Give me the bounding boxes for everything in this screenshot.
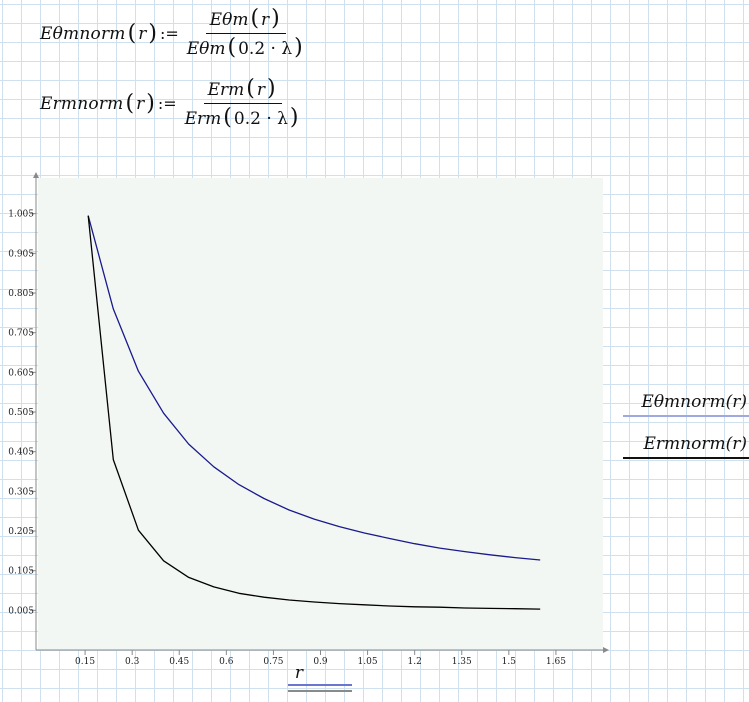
eq1-close-paren: ) xyxy=(148,20,157,46)
plot-background xyxy=(38,178,603,650)
y-tick-label: 0.305 xyxy=(8,487,34,497)
x-ticks: 0.15 0.3 0.45 0.6 0.75 0.9 1.05 1.2 1.35 1.5 1.65 xyxy=(75,650,566,667)
legend-entry-1[interactable]: Eθmnorm(r) xyxy=(623,392,749,417)
x-tick-label: 1.35 xyxy=(452,657,472,667)
x-axis-arrow xyxy=(603,647,609,653)
x-tick-label: 0.9 xyxy=(313,657,328,667)
eq2-arg: r xyxy=(136,93,145,114)
eq2-close-paren: ) xyxy=(146,90,155,116)
legend-entry-2[interactable]: Ermnorm(r) xyxy=(623,434,749,459)
eq2-numerator: Erm(r) xyxy=(203,78,282,104)
eq2-assign-operator: := xyxy=(157,94,177,113)
eq1-numerator: Eθm(r) xyxy=(205,8,286,34)
y-tick-label: 0.805 xyxy=(8,289,34,299)
x-tick-label: 0.45 xyxy=(169,657,189,667)
eq1-fraction: Eθm(r) Eθm(0.2 · λ) xyxy=(183,8,309,60)
y-tick-label: 0.605 xyxy=(8,368,34,378)
y-tick-label: 0.405 xyxy=(8,448,34,458)
y-tick-label: 0.705 xyxy=(8,329,34,339)
y-tick-label: 0.505 xyxy=(8,408,34,418)
eq1-assign-operator: := xyxy=(159,24,179,43)
y-tick-label: 0.105 xyxy=(8,567,34,577)
x-axis-label[interactable]: r xyxy=(295,663,304,683)
eq2-denominator: Erm(0.2 · λ) xyxy=(184,105,299,130)
y-axis-arrow xyxy=(33,172,39,178)
eq2-fraction: Erm(r) Erm(0.2 · λ) xyxy=(181,78,305,130)
y-ticks: 1.005 0.905 0.805 0.705 0.605 0.505 0.405 0.305… xyxy=(8,210,36,616)
x-tick-label: 1.5 xyxy=(502,657,517,667)
eq1-den-arg: 0.2 · λ xyxy=(238,39,293,59)
x-tick-label: 0.75 xyxy=(263,657,283,667)
eq2-open-paren: ( xyxy=(125,90,135,116)
y-tick-label: 0.005 xyxy=(8,606,34,616)
eq1-lhs-name: Eθmnorm xyxy=(40,23,126,44)
y-tick-label: 0.905 xyxy=(8,249,34,259)
x-tick-label: 0.3 xyxy=(125,657,140,667)
series-line-1 xyxy=(87,215,541,561)
x-tick-label: 1.65 xyxy=(546,657,566,667)
eq1-denominator: Eθm(0.2 · λ) xyxy=(186,35,303,60)
eq1-num-arg: r xyxy=(261,10,270,30)
eq1-arg: r xyxy=(138,23,147,44)
x-tick-label: 0.6 xyxy=(219,657,234,667)
xy-plot[interactable]: 0.15 0.3 0.45 0.6 0.75 0.9 1.05 1.2 1.35 1.5 1.65 … xyxy=(0,170,612,700)
x-tick-label: 0.15 xyxy=(75,657,95,667)
eq1-den-name: Eθm xyxy=(186,39,226,59)
eq2-num-arg: r xyxy=(256,80,265,100)
eq1-num-name: Eθm xyxy=(209,10,249,30)
eq1-open-paren: ( xyxy=(127,20,137,46)
x-tick-label: 1.2 xyxy=(408,657,422,667)
eq2-lhs-name: Ermnorm xyxy=(40,93,124,114)
x-tick-label: 1.05 xyxy=(358,657,378,667)
equation-1[interactable]: Eθmnorm ( r ) := Eθm(r) Eθm(0.2 · λ) xyxy=(40,8,309,60)
eq2-num-name: Erm xyxy=(207,80,245,100)
equation-2[interactable]: Ermnorm ( r ) := Erm(r) Erm(0.2 · λ) xyxy=(40,78,305,130)
eq2-den-arg: 0.2 · λ xyxy=(233,109,288,129)
y-tick-label: 0.205 xyxy=(8,527,34,537)
plot-series xyxy=(87,215,541,610)
y-tick-label: 1.005 xyxy=(8,210,34,220)
series-line-2 xyxy=(87,215,541,610)
eq2-den-name: Erm xyxy=(184,109,222,129)
